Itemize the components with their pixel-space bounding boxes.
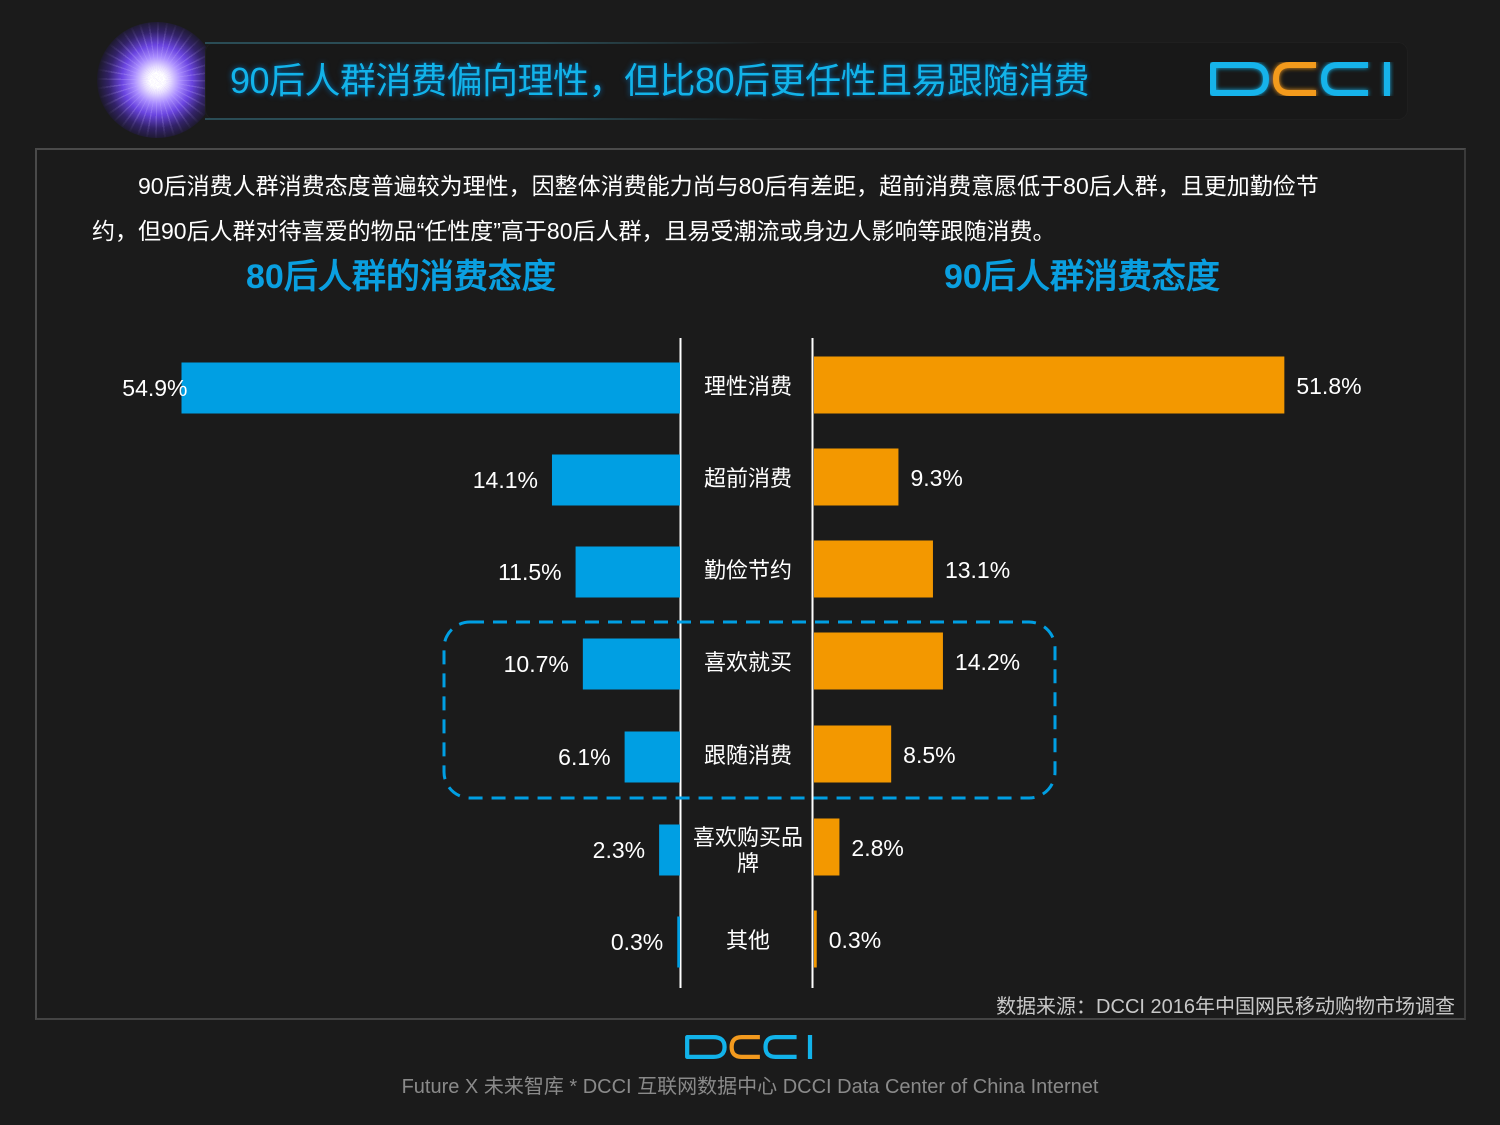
category-label: 喜欢就买 bbox=[704, 651, 792, 676]
data-source: 数据来源：DCCI 2016年中国网民移动购物市场调查 bbox=[996, 996, 1455, 1018]
orb-sparkles-decoration bbox=[97, 22, 217, 138]
chart-row: 14.1% 9.3% 超前消费 bbox=[473, 448, 963, 506]
footer-text: Future X 未来智库 * DCCI 互联网数据中心 DCCI Data C… bbox=[401, 1076, 1099, 1098]
data-label-80s: 6.1% bbox=[558, 744, 610, 770]
bar-80s bbox=[582, 638, 680, 690]
data-label-90s: 8.5% bbox=[903, 742, 955, 768]
title-banner bbox=[205, 42, 1408, 120]
bar-80s bbox=[575, 546, 680, 598]
dcci-logo bbox=[1210, 62, 1394, 96]
intro-line-2: 约，但90后人群对待喜爱的物品“任性度”高于80后人群，且易受潮流或身边人影响等… bbox=[92, 218, 1056, 244]
data-label-90s: 2.8% bbox=[851, 835, 903, 861]
bar-80s bbox=[181, 362, 680, 414]
data-label-80s: 14.1% bbox=[473, 467, 538, 493]
data-label-80s: 10.7% bbox=[504, 651, 569, 677]
logo-letter-d bbox=[1210, 62, 1269, 96]
logo-letter-c2 bbox=[763, 1035, 797, 1059]
data-label-80s: 0.3% bbox=[611, 929, 663, 955]
data-label-90s: 9.3% bbox=[910, 465, 962, 491]
bar-90s bbox=[814, 356, 1285, 414]
bar-80s bbox=[551, 454, 680, 506]
data-label-90s: 51.8% bbox=[1296, 373, 1361, 399]
page-title: 90后人群消费偏向理性，但比80后更任性且易跟随消费 bbox=[230, 60, 1090, 101]
chart-row: 6.1% 8.5% 跟随消费 bbox=[558, 725, 956, 783]
intro-paragraph: 90后消费人群消费态度普遍较为理性，因整体消费能力尚与80后有差距，超前消费意愿… bbox=[92, 164, 1442, 254]
data-label-90s: 13.1% bbox=[945, 557, 1010, 583]
bar-90s bbox=[814, 725, 892, 783]
bar-90s bbox=[814, 818, 840, 876]
bar-90s bbox=[814, 540, 933, 598]
category-label: 跟随消费 bbox=[704, 744, 792, 769]
chart-row: 54.9% 51.8% 理性消费 bbox=[122, 356, 1362, 414]
banner-line-top bbox=[205, 42, 765, 44]
chart-row: 0.3% 0.3% 其他 bbox=[611, 910, 881, 968]
bar-90s bbox=[814, 910, 817, 968]
bar-80s bbox=[624, 731, 680, 783]
category-label-wrap: 牌 bbox=[737, 852, 759, 877]
logo-letter-d bbox=[685, 1035, 727, 1059]
footer-dcci-logo-icon bbox=[685, 1035, 813, 1059]
bar-90s bbox=[814, 632, 943, 690]
highlight-dashed-box bbox=[442, 620, 1057, 800]
logo-letter-c1 bbox=[729, 1035, 760, 1059]
bar-90s bbox=[814, 448, 899, 506]
intro-line-1: 90后消费人群消费态度普遍较为理性，因整体消费能力尚与80后有差距，超前消费意愿… bbox=[138, 173, 1319, 199]
chart-row: 11.5% 13.1% 勤俭节约 bbox=[498, 540, 1010, 598]
category-label: 理性消费 bbox=[704, 375, 792, 400]
series-title-80s: 80后人群的消费态度 bbox=[246, 258, 556, 296]
logo-letter-c2 bbox=[1321, 62, 1368, 96]
category-label: 喜欢购买品 bbox=[693, 826, 803, 851]
galaxy-orb-decoration bbox=[97, 22, 217, 138]
data-label-90s: 0.3% bbox=[829, 927, 881, 953]
content-frame bbox=[35, 148, 1466, 1020]
category-label: 其他 bbox=[726, 929, 770, 954]
data-label-90s: 14.2% bbox=[955, 649, 1020, 675]
logo-letter-c1 bbox=[1273, 62, 1316, 96]
footer-dcci-logo bbox=[683, 1035, 817, 1059]
data-label-80s: 2.3% bbox=[593, 837, 645, 863]
category-label: 超前消费 bbox=[704, 467, 792, 492]
dcci-logo-icon bbox=[1210, 62, 1390, 96]
data-label-80s: 54.9% bbox=[122, 375, 187, 401]
bar-80s bbox=[659, 824, 680, 876]
series-title-90s: 90后人群消费态度 bbox=[944, 258, 1220, 296]
category-label: 勤俭节约 bbox=[704, 559, 792, 584]
chart-row: 10.7% 14.2% 喜欢就买 bbox=[504, 632, 1020, 690]
data-label-80s: 11.5% bbox=[498, 559, 562, 585]
banner-line-bottom bbox=[205, 118, 765, 120]
bar-80s bbox=[677, 916, 680, 968]
